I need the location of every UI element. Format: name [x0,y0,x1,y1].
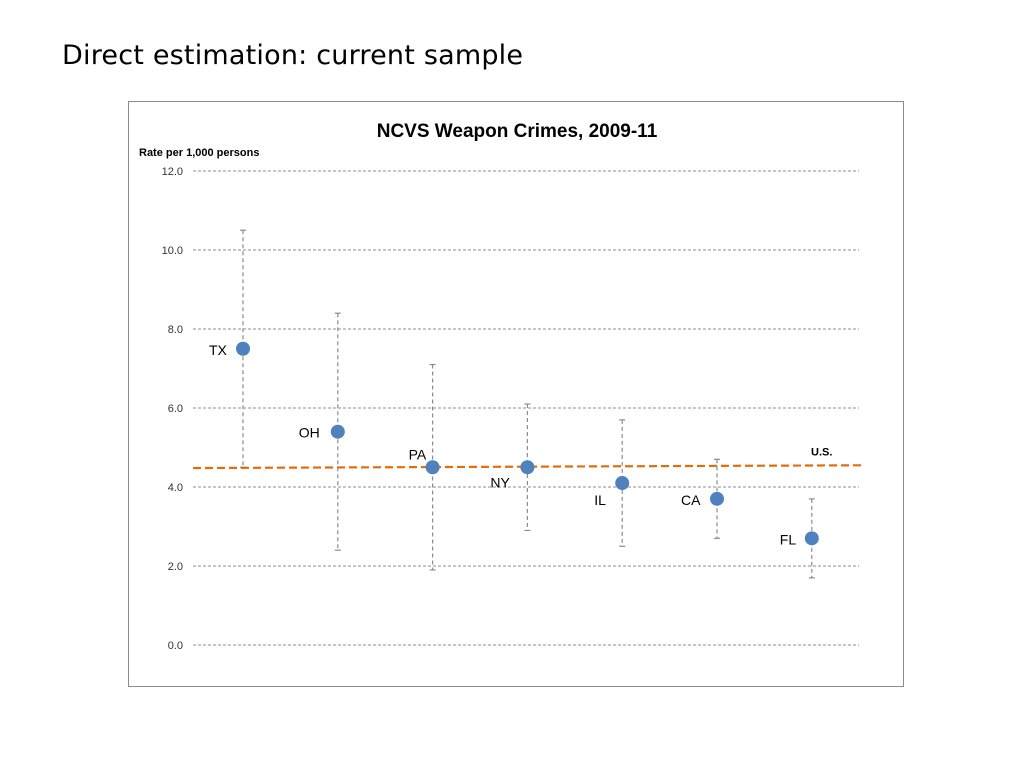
point-labels: TX OH PA NY IL CA FL [209,342,796,548]
point-label-ca: CA [681,492,701,508]
chart-frame: NCVS Weapon Crimes, 2009-11 Rate per 1,0… [128,101,904,687]
y-tick-label: 10.0 [162,245,183,257]
data-point-oh [330,424,345,439]
data-point-ca [710,491,724,506]
data-point-ny [520,460,535,475]
y-axis-label: Rate per 1,000 persons [139,147,259,159]
data-point-fl [804,531,819,546]
y-tick-label: 2.0 [168,561,183,573]
gridlines [193,170,859,646]
chart-title: NCVS Weapon Crimes, 2009-11 [377,121,658,142]
data-point-pa [425,460,440,475]
point-label-fl: FL [780,531,797,547]
y-tick-labels: 0.0 2.0 4.0 6.0 8.0 10.0 12.0 [162,166,183,652]
point-label-ny: NY [490,474,510,490]
point-label-oh: OH [299,425,320,441]
y-tick-label: 6.0 [168,403,183,415]
chart-svg: NCVS Weapon Crimes, 2009-11 Rate per 1,0… [139,121,866,652]
point-label-pa: PA [409,446,427,462]
data-point-il [615,476,630,491]
y-tick-label: 12.0 [162,166,183,178]
error-bars [240,229,815,579]
data-points [236,341,819,546]
us-reference-label: U.S. [811,446,832,458]
point-label-tx: TX [209,342,228,358]
data-point-tx [236,341,250,356]
y-tick-label: 8.0 [168,324,183,336]
y-tick-label: 4.0 [168,482,183,494]
y-tick-label: 0.0 [168,640,183,652]
point-label-il: IL [594,492,606,508]
slide-title: Direct estimation: current sample [62,40,524,71]
